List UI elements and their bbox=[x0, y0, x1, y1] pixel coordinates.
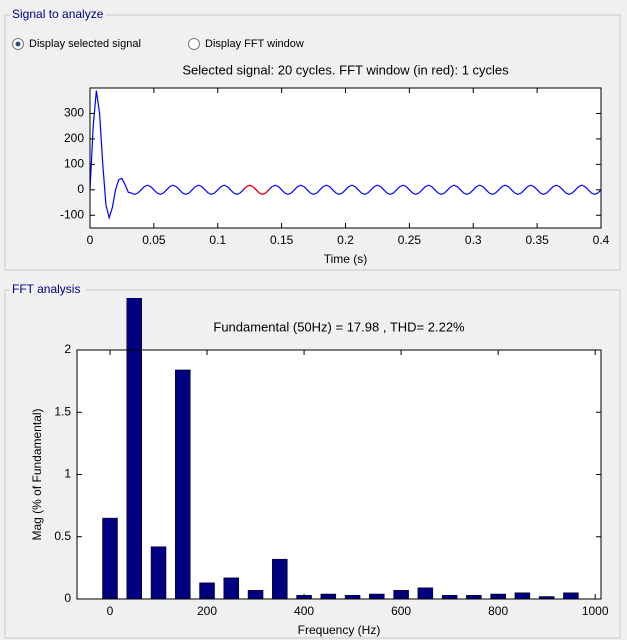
bar bbox=[344, 595, 361, 599]
bar bbox=[150, 546, 167, 599]
panel-title: FFT analysis bbox=[12, 282, 80, 296]
radio[interactable]: Display selected signal bbox=[12, 38, 141, 50]
bar bbox=[223, 577, 240, 599]
x-tick-label: 0.15 bbox=[270, 233, 294, 247]
x-tick-label: 0.05 bbox=[142, 233, 166, 247]
y-tick-label: 0.5 bbox=[54, 529, 71, 543]
x-tick-label: 800 bbox=[488, 604, 508, 618]
signal-line bbox=[242, 184, 270, 196]
bar bbox=[102, 517, 118, 599]
chart-title: Selected signal: 20 cycles. FFT window (… bbox=[182, 62, 509, 77]
x-tick-label: 0.3 bbox=[465, 233, 482, 247]
y-tick-label: 100 bbox=[64, 157, 84, 171]
x-tick-label: 400 bbox=[294, 604, 314, 618]
bar bbox=[199, 582, 215, 599]
y-tick-label: 1.5 bbox=[54, 404, 71, 418]
x-axis-label: Frequency (Hz) bbox=[298, 623, 381, 637]
panel-title: Signal to analyze bbox=[12, 7, 104, 21]
bar bbox=[466, 595, 482, 599]
bar bbox=[272, 558, 288, 599]
bar bbox=[514, 592, 531, 599]
bar bbox=[417, 587, 434, 599]
y-tick-label: 1 bbox=[64, 467, 71, 481]
radio-label[interactable]: Display selected signal bbox=[29, 38, 141, 50]
radio[interactable]: Display FFT window bbox=[188, 38, 304, 50]
x-tick-label: 200 bbox=[197, 604, 217, 618]
x-tick-label: 0.2 bbox=[337, 233, 354, 247]
radio-circle[interactable] bbox=[188, 38, 200, 50]
plot-marks bbox=[90, 90, 601, 221]
x-tick-label: 0.35 bbox=[525, 233, 549, 247]
panel-title-bg bbox=[10, 7, 106, 23]
radio-dot bbox=[15, 41, 21, 47]
bar bbox=[175, 369, 191, 599]
bar bbox=[538, 596, 555, 599]
bar bbox=[320, 593, 337, 599]
bar bbox=[369, 593, 385, 599]
bar bbox=[441, 595, 458, 599]
y-tick-label: 0 bbox=[64, 591, 71, 605]
panel-frame bbox=[4, 289, 621, 639]
y-tick-label: 2 bbox=[64, 342, 71, 356]
x-axis-label: Time (s) bbox=[324, 252, 368, 266]
y-tick-label: -100 bbox=[60, 207, 84, 221]
x-tick-label: 0.4 bbox=[593, 233, 610, 247]
signal-line bbox=[90, 90, 601, 221]
x-tick-label: 0.25 bbox=[398, 233, 422, 247]
bar bbox=[247, 590, 264, 599]
x-tick-label: 0.1 bbox=[209, 233, 226, 247]
x-tick-label: 0 bbox=[87, 233, 94, 247]
plot-area bbox=[90, 88, 601, 228]
radio-label[interactable]: Display FFT window bbox=[205, 38, 304, 50]
y-tick-label: 0 bbox=[77, 182, 84, 196]
bar bbox=[563, 592, 579, 599]
bar bbox=[126, 298, 143, 599]
x-tick-label: 600 bbox=[391, 604, 411, 618]
y-axis-label: Mag (% of Fundamental) bbox=[30, 408, 44, 540]
y-tick-label: 200 bbox=[64, 131, 84, 145]
y-tick-label: 300 bbox=[64, 106, 84, 120]
x-tick-label: 1000 bbox=[582, 604, 609, 618]
x-tick-label: 0 bbox=[107, 604, 114, 618]
chart-title: Fundamental (50Hz) = 17.98 , THD= 2.22% bbox=[213, 319, 465, 334]
panel-frame bbox=[4, 14, 621, 271]
panel-title-bg bbox=[10, 282, 86, 298]
